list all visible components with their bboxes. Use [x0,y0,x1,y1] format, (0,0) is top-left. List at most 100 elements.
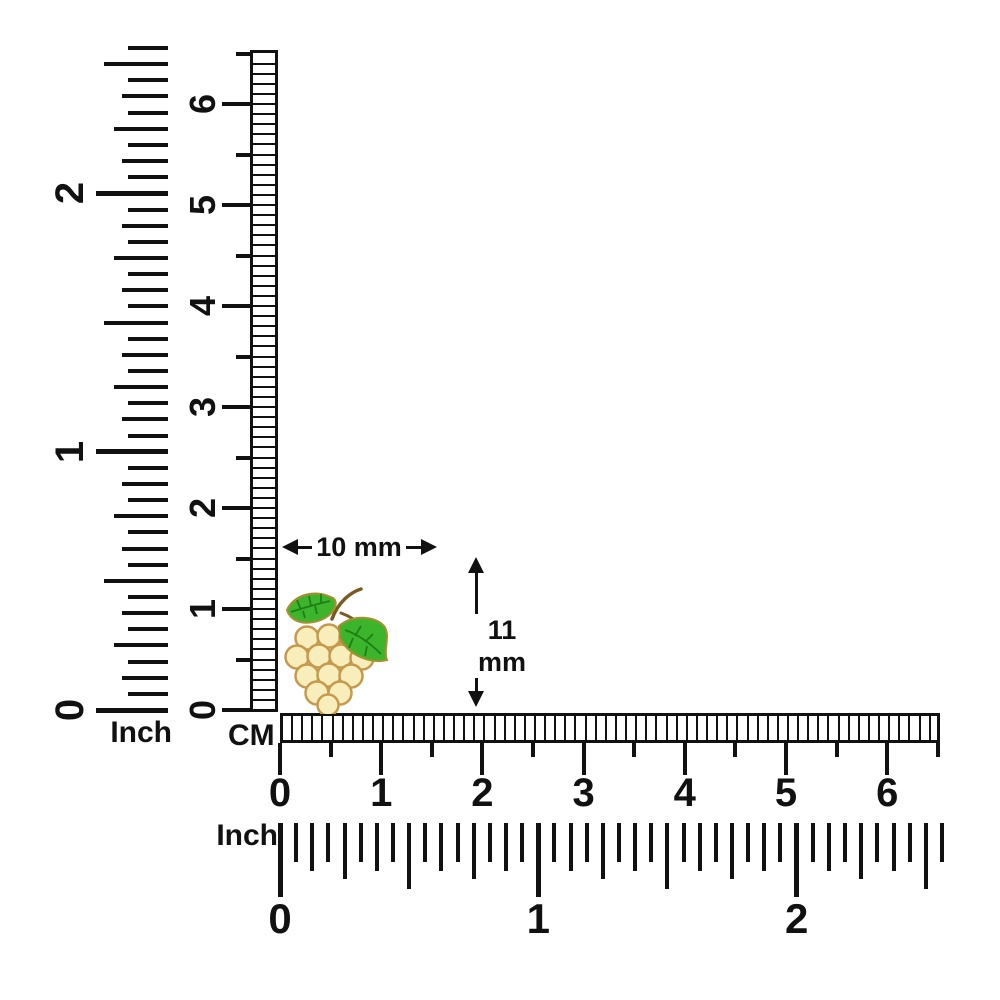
cm-band-rung [253,153,275,156]
cm-band-rung [716,716,719,740]
cm-band-rung [253,507,275,509]
cm-band-rung [584,716,587,740]
cm-band-rung [253,284,275,287]
cm-band-rung [253,123,275,126]
cm-band-rung [442,716,445,740]
inch-tick [552,823,557,862]
horizontal-cm-number: 6 [876,771,899,815]
vertical-cm-number: 1 [182,598,223,620]
cm-band-rung [253,385,275,388]
cm-band-rung [685,716,688,740]
inch-tick [128,336,168,341]
inch-tick [407,823,412,889]
cm-band-rung [253,244,275,247]
vertical-cm-number: 5 [182,194,223,216]
cm-band-rung [544,716,547,740]
cm-tick-half [531,743,535,757]
cm-band-rung [604,716,607,740]
cm-band-rung [341,716,344,740]
cm-band-rung [253,193,275,196]
inch-tick [504,823,509,871]
cm-band-rung [817,716,820,740]
inch-tick [114,255,168,260]
cm-band-rung [463,716,466,740]
grape-stem [330,587,363,621]
cm-band-rung [253,254,275,257]
cm-band-rung [253,92,275,95]
cm-tick-major [581,743,586,775]
cm-band-rung [253,537,275,540]
inch-tick [122,546,168,551]
cm-band-rung [888,716,891,740]
inch-tick [104,320,168,325]
cm-band-rung [253,62,275,65]
inch-tick [358,823,363,862]
cm-band-rung [253,476,275,479]
inch-tick [128,465,168,470]
vertical-cm-number: 6 [182,93,223,115]
cm-band-rung [253,608,275,610]
height-dimension-label: 11 mm [462,614,542,678]
grape-charm-image [284,587,389,714]
vertical-cm-number: 4 [182,295,223,317]
inch-tick [568,823,573,871]
cm-band-rung [253,486,275,489]
horizontal-inch-unit-label: Inch [216,819,278,852]
cm-band-rung [726,716,729,740]
inch-tick [128,239,168,244]
cm-band-rung [766,716,769,740]
cm-tick-major [222,405,250,409]
inch-tick [617,823,622,862]
cm-band-rung [253,658,275,661]
cm-band-rung [311,716,314,740]
cm-tick-half [236,152,250,157]
horizontal-cm-number: 3 [572,771,595,815]
cm-band-rung [253,678,275,681]
inch-tick [843,823,848,862]
cm-band-rung [253,587,275,590]
cm-band-rung [291,716,294,740]
inch-tick [697,823,702,871]
cm-band-rung [253,234,275,237]
inch-tick [114,514,168,519]
inch-tick [277,823,283,897]
vertical-cm-number: 0 [182,699,223,721]
inch-tick [939,823,944,862]
inch-tick [665,823,670,889]
inch-tick [122,417,168,422]
inch-tick [122,288,168,293]
cm-tick-major [682,743,687,775]
cm-band-rung [253,264,275,267]
inch-tick [128,304,168,309]
cm-band-rung [253,355,275,358]
cm-band-rung [787,716,789,740]
arrow-down-icon [468,691,484,707]
cm-band-rung [253,224,275,227]
cm-band-rung [253,274,275,277]
cm-band-rung [878,716,881,740]
inch-tick [128,272,168,277]
cm-band-rung [253,618,275,621]
cm-tick-half [236,51,250,56]
inch-tick [730,823,735,879]
cm-band-rung [594,716,597,740]
cm-band-rung [503,716,506,740]
cm-band-rung [473,716,476,740]
cm-band-rung [534,716,536,740]
inch-tick [128,142,168,147]
inch-tick [128,110,168,115]
cm-band-rung [807,716,810,740]
cm-band-rung [253,698,275,701]
vertical-inch-number: 1 [48,440,92,463]
cm-band-rung [253,375,275,378]
cm-band-rung [253,456,275,459]
cm-band-rung [253,406,275,408]
cm-band-rung [635,716,638,740]
inch-tick [875,823,880,862]
cm-band-rung [898,716,901,740]
cm-band-rung [422,716,425,740]
inch-tick [104,62,168,67]
cm-tick-major [784,743,788,775]
cm-ruler-band [250,50,278,712]
cm-band-rung [483,716,486,740]
